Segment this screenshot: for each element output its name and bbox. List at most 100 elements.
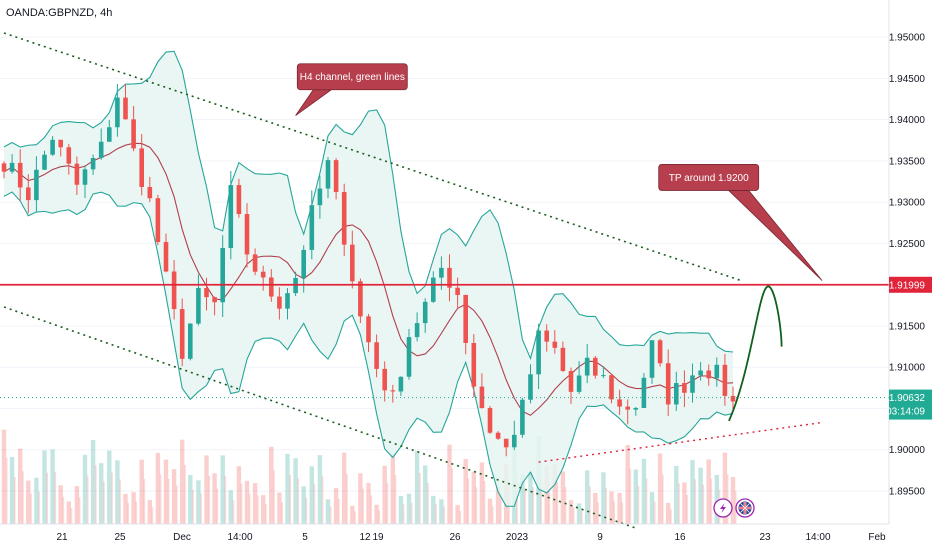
- candle-body: [714, 364, 720, 379]
- candle-body: [382, 368, 387, 391]
- volume-bar: [601, 472, 606, 524]
- volume-bar: [139, 459, 144, 524]
- volume-bar: [265, 503, 267, 524]
- lightning-icon[interactable]: [713, 498, 733, 518]
- callout-text: TP around 1.9200: [669, 173, 749, 184]
- volume-bar: [670, 509, 672, 524]
- candle-body: [495, 432, 501, 439]
- volume-bar: [609, 491, 614, 524]
- volume-bar: [1, 429, 7, 524]
- volume-bar: [394, 474, 397, 524]
- y-tick-label: 1.90000: [889, 445, 926, 456]
- x-tick-label: 5: [302, 532, 308, 543]
- volume-bar: [706, 459, 711, 524]
- volume-bar: [46, 472, 48, 524]
- x-tick-label: 14:00: [805, 532, 830, 543]
- volume-bar: [423, 465, 428, 524]
- volume-bar: [682, 482, 687, 524]
- volume-bar: [487, 498, 493, 524]
- volume-bar: [228, 490, 233, 524]
- candles: [1, 83, 736, 457]
- candle-body: [123, 97, 128, 120]
- volume-bar: [730, 476, 736, 524]
- x-tick-label: 25: [114, 532, 126, 543]
- candle-body: [42, 154, 47, 170]
- volume-bar: [342, 452, 347, 524]
- volume-bar: [597, 502, 599, 524]
- volume-bar: [103, 481, 105, 524]
- candle-body: [1, 163, 7, 172]
- volume-bar: [50, 449, 55, 524]
- last-price-tag: [889, 389, 932, 420]
- candle-body: [487, 408, 493, 433]
- candle-body: [155, 198, 161, 243]
- candle-body: [212, 297, 217, 303]
- volume-bar: [200, 493, 202, 524]
- candle-body: [447, 267, 452, 288]
- volume-bar: [657, 453, 663, 524]
- time-axis[interactable]: 21 25 Dec 14:00 5 12 19 26 2023 9 16 23 14:00 Feb: [56, 532, 886, 543]
- x-tick-label: Feb: [868, 532, 886, 543]
- forecast-curve: [728, 285, 783, 422]
- level-price-label: 1.91999: [889, 280, 926, 291]
- volume-bar: [26, 480, 31, 524]
- uk-flag-icon[interactable]: [735, 498, 755, 518]
- volume-bar: [115, 460, 120, 524]
- volume-bar: [74, 486, 80, 524]
- volume-bar: [82, 454, 88, 524]
- candle-body: [131, 119, 136, 149]
- volume-bar: [455, 505, 460, 524]
- volume-bar: [406, 493, 412, 524]
- volume-bar: [192, 489, 194, 524]
- candle-body: [188, 323, 193, 359]
- candle-body: [252, 254, 258, 272]
- candle-body: [722, 364, 728, 396]
- volume-bar: [329, 506, 332, 524]
- volume-bar: [208, 475, 210, 524]
- volume-bar: [666, 502, 671, 524]
- candle-body: [682, 383, 687, 393]
- candle-body: [74, 163, 80, 185]
- candle-body: [633, 407, 639, 410]
- volume-bar: [163, 459, 169, 524]
- volume-bar: [694, 479, 696, 524]
- volume-bar: [171, 469, 177, 524]
- volume-bar: [285, 453, 290, 524]
- candle-body: [90, 157, 96, 170]
- volume-bar: [135, 501, 138, 524]
- level-price-tag: [889, 276, 932, 293]
- volume-bar: [252, 483, 258, 524]
- volume-bar: [232, 500, 235, 524]
- volume-bar: [382, 465, 387, 524]
- volume-bar: [78, 497, 81, 524]
- volume-bar: [386, 483, 389, 524]
- volume-bar: [30, 493, 32, 524]
- y-tick-label: 1.95000: [889, 33, 926, 44]
- price-tags: 1.91999 1.90632 03:14:09: [886, 276, 932, 420]
- volume-bar: [301, 486, 306, 524]
- volume-bar: [398, 495, 404, 524]
- x-tick-label: 2023: [506, 532, 529, 543]
- volume-bar: [483, 480, 486, 524]
- volume-bar: [698, 467, 703, 524]
- volume-bar: [313, 483, 316, 524]
- candle-body: [422, 301, 428, 324]
- candle-body: [350, 244, 355, 282]
- volume-bar: [366, 482, 371, 524]
- candle-body: [374, 342, 379, 369]
- candle-body: [674, 383, 679, 405]
- candle-body: [617, 399, 622, 407]
- volume-bar: [95, 465, 97, 524]
- candle-body: [503, 438, 509, 448]
- volume-bar: [244, 480, 250, 524]
- volume-bar: [196, 480, 201, 524]
- volume-bar: [702, 484, 705, 524]
- volume-bar: [38, 491, 40, 524]
- x-tick-label: 19: [372, 532, 384, 543]
- candle-body: [463, 294, 468, 343]
- volume-bar: [212, 473, 217, 524]
- volume-bar: [236, 466, 242, 524]
- volume-bar: [726, 474, 729, 524]
- volume-bar: [593, 492, 598, 524]
